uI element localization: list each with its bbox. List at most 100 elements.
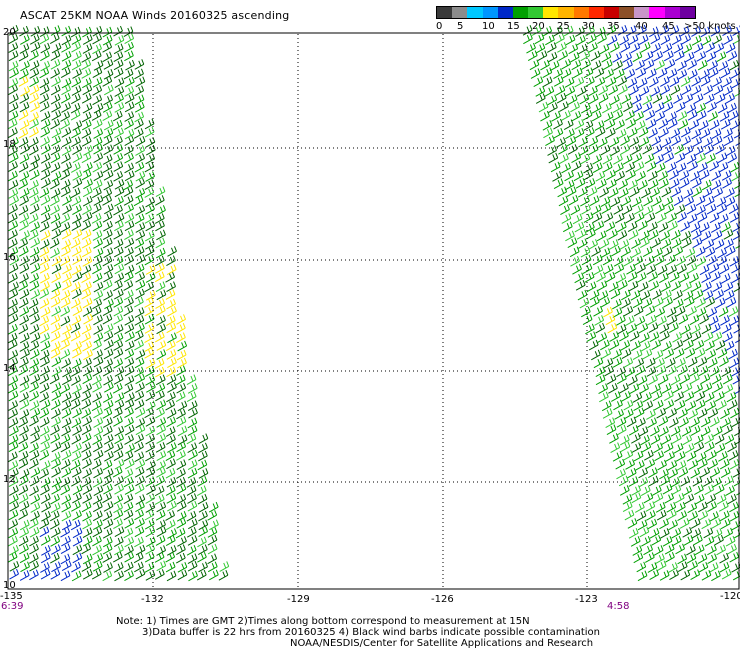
wind-barb (567, 237, 578, 248)
wind-barb (124, 399, 135, 411)
wind-barb (29, 458, 39, 470)
wind-barb (657, 67, 668, 79)
wind-barb (613, 255, 624, 267)
wind-barb (39, 246, 50, 258)
wind-barb (93, 441, 103, 453)
wind-barb (675, 152, 686, 164)
wind-barb (135, 222, 146, 233)
wind-barb (698, 561, 709, 573)
wind-barb (81, 543, 92, 555)
wind-barb (623, 305, 634, 317)
wind-barb (29, 76, 40, 88)
wind-barb (123, 280, 134, 291)
wind-barb (207, 543, 218, 555)
wind-barb (19, 314, 30, 326)
wind-barb (720, 467, 731, 478)
wind-barb (679, 26, 690, 37)
wind-barb (640, 237, 650, 249)
wind-barb (30, 289, 41, 300)
wind-barb (687, 305, 697, 317)
wind-barb (29, 50, 39, 61)
lat-label-20: 20 (3, 27, 16, 38)
wind-barb (628, 527, 639, 539)
wind-barb (50, 188, 61, 199)
wind-barb (135, 145, 145, 156)
wind-barb (664, 152, 675, 163)
wind-barb (582, 314, 593, 325)
wind-barb (156, 467, 166, 478)
wind-barb (556, 92, 567, 104)
wind-barb (666, 502, 677, 513)
wind-barb (198, 433, 209, 444)
wind-barb (145, 375, 156, 386)
wind-barb (595, 26, 606, 38)
lat-label-12: 12 (3, 474, 16, 485)
wind-barb (564, 77, 575, 88)
wind-barb (155, 255, 165, 267)
wind-barb (112, 551, 123, 563)
wind-barb (93, 60, 104, 71)
wind-barb (51, 476, 62, 488)
wind-barb (61, 127, 72, 138)
wind-barb (660, 76, 670, 87)
wind-barb (608, 229, 618, 240)
wind-barb (645, 357, 656, 369)
wind-barb (660, 475, 670, 487)
wind-barb (636, 263, 646, 274)
wind-barb (650, 425, 660, 437)
wind-barb (51, 484, 61, 495)
wind-barb (728, 348, 738, 360)
wind-barb (82, 195, 93, 207)
wind-barb (71, 127, 81, 139)
wind-barb (680, 76, 691, 87)
wind-barb (114, 213, 125, 224)
wind-barb (700, 128, 711, 139)
wind-barb (693, 42, 704, 54)
wind-barb (636, 417, 646, 429)
wind-barb (186, 526, 197, 538)
wind-barb (611, 245, 621, 257)
wind-barb (710, 467, 721, 478)
wind-barb (729, 59, 740, 71)
wind-barb (613, 204, 624, 215)
wind-barb (736, 486, 740, 496)
wind-barb (616, 468, 626, 480)
wind-barb (29, 400, 40, 411)
wind-barb (91, 306, 102, 317)
wind-barb (18, 433, 29, 445)
wind-barb (588, 42, 598, 53)
wind-barb (19, 153, 30, 165)
wind-barb (599, 238, 610, 250)
wind-barb (612, 451, 623, 462)
wind-barb (134, 102, 145, 113)
legend-swatch (543, 7, 559, 18)
wind-barb (698, 510, 709, 521)
wind-barb (134, 263, 145, 275)
legend-tick-labels: 0 5 10 15 20 25 30 35 40 45 >50 knots (436, 21, 736, 33)
wind-barb (691, 85, 702, 96)
right-swath-wind-barbs (522, 24, 740, 582)
wind-barb (19, 68, 29, 80)
wind-barb (647, 518, 658, 530)
wind-barb (40, 332, 50, 344)
wind-barb (166, 545, 177, 556)
wind-barb (709, 511, 719, 522)
wind-barb (674, 391, 685, 402)
wind-barb (72, 442, 82, 454)
wind-barb (595, 374, 606, 386)
wind-barb (688, 560, 698, 572)
wind-barb (198, 501, 209, 513)
wind-barb (633, 400, 644, 411)
wind-barb (28, 161, 39, 172)
wind-barb (623, 399, 634, 411)
wind-barb (112, 466, 123, 478)
wind-barb (18, 484, 29, 496)
wind-barb (102, 425, 113, 437)
wind-barb (715, 93, 726, 105)
wind-barb (134, 213, 145, 225)
wind-barb (19, 527, 30, 539)
wind-barb (156, 424, 166, 436)
wind-barb (564, 170, 575, 182)
wind-barb (61, 145, 72, 156)
wind-barb (135, 76, 146, 88)
